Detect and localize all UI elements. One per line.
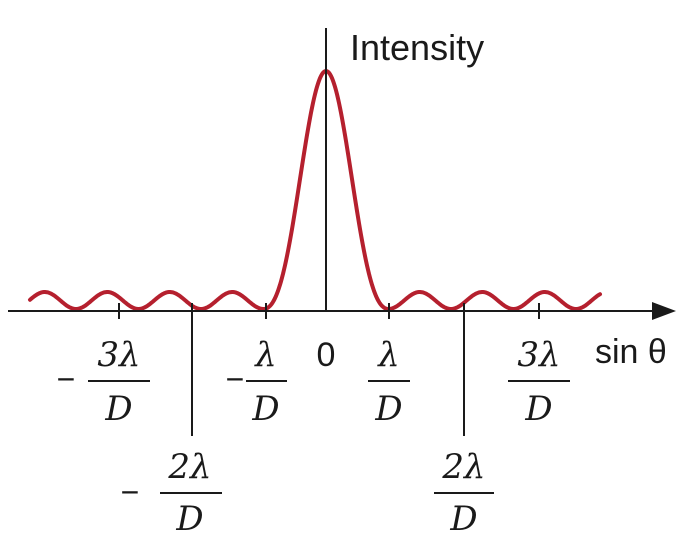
- tick-label-plus-1-numerator: λ: [376, 335, 400, 375]
- tick-label-minus-1-numerator: λ: [253, 335, 277, 375]
- tick-label-plus-1-denominator: D: [374, 389, 402, 429]
- tick-label-minus-3-denominator: D: [104, 389, 132, 429]
- tick-label-zero: 0: [317, 336, 336, 374]
- y-axis-title: Intensity: [350, 27, 484, 68]
- tick-label-minus-2-denominator: D: [175, 499, 203, 535]
- intensity-curve: [28, 69, 602, 311]
- tick-label-minus-2-numerator: 2λ: [167, 447, 211, 487]
- tick-label-minus-1-denominator: D: [251, 389, 279, 429]
- tick-label-minus-1: − λ D: [226, 335, 287, 429]
- tick-label-plus-2: 2λ D: [434, 447, 494, 535]
- tick-label-minus-3-numerator: 3λ: [97, 335, 140, 375]
- tick-label-minus-3-sign: −: [57, 361, 76, 397]
- tick-label-plus-1: λ D: [368, 335, 410, 429]
- tick-label-plus-2-numerator: 2λ: [441, 447, 485, 487]
- tick-label-minus-1-sign: −: [226, 361, 245, 397]
- tick-label-plus-3: 3λ D: [508, 335, 570, 429]
- tick-label-plus-2-denominator: D: [449, 499, 477, 535]
- tick-label-minus-2: − 2λ D: [121, 447, 222, 535]
- tick-label-minus-3: − 3λ D: [57, 335, 150, 429]
- tick-label-plus-3-denominator: D: [524, 389, 552, 429]
- tick-label-zero-value: 0: [317, 336, 336, 374]
- x-axis-title: sin θ: [595, 333, 667, 371]
- x-axis-arrowhead: [652, 302, 676, 320]
- tick-label-plus-3-numerator: 3λ: [517, 335, 560, 375]
- tick-label-minus-2-sign: −: [121, 474, 140, 510]
